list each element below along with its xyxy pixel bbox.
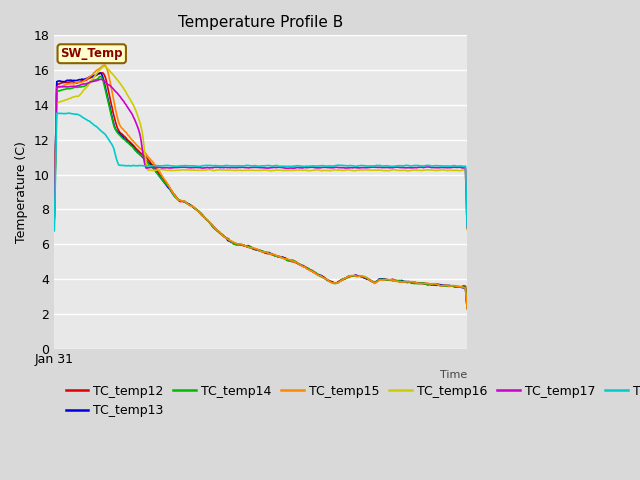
TC_temp18 bbox=[275, 163, 282, 169]
TC_temp18 bbox=[51, 228, 58, 234]
TC_temp13 bbox=[51, 213, 58, 218]
TC_temp15 bbox=[275, 253, 282, 259]
TC_temp18 bbox=[65, 110, 73, 116]
Title: Temperature Profile B: Temperature Profile B bbox=[178, 15, 343, 30]
TC_temp15 bbox=[100, 62, 108, 68]
TC_temp16 bbox=[100, 63, 108, 69]
TC_temp12 bbox=[51, 213, 58, 219]
TC_temp12 bbox=[275, 254, 282, 260]
TC_temp15 bbox=[247, 245, 255, 251]
TC_temp12 bbox=[454, 284, 462, 290]
Text: Time: Time bbox=[440, 371, 467, 381]
TC_temp18 bbox=[463, 224, 471, 229]
TC_temp16 bbox=[390, 167, 397, 172]
TC_temp16 bbox=[250, 168, 257, 173]
TC_temp17 bbox=[463, 225, 471, 230]
TC_temp18 bbox=[247, 163, 255, 168]
TC_temp15 bbox=[250, 245, 257, 251]
TC_temp12 bbox=[250, 246, 257, 252]
TC_temp16 bbox=[463, 227, 471, 232]
TC_temp13 bbox=[454, 284, 462, 289]
TC_temp17 bbox=[390, 165, 397, 170]
TC_temp14 bbox=[96, 73, 104, 79]
TC_temp13 bbox=[463, 306, 471, 312]
TC_temp17 bbox=[297, 165, 305, 170]
TC_temp18 bbox=[390, 164, 397, 169]
TC_temp18 bbox=[297, 163, 305, 169]
TC_temp15 bbox=[454, 284, 462, 289]
TC_temp15 bbox=[297, 263, 305, 268]
TC_temp13 bbox=[390, 277, 397, 283]
Line: TC_temp14: TC_temp14 bbox=[54, 76, 467, 308]
Line: TC_temp18: TC_temp18 bbox=[54, 113, 467, 231]
TC_temp16 bbox=[247, 168, 255, 173]
TC_temp17 bbox=[250, 165, 257, 170]
Text: SW_Temp: SW_Temp bbox=[61, 47, 123, 60]
Line: TC_temp13: TC_temp13 bbox=[54, 73, 467, 309]
Y-axis label: Temperature (C): Temperature (C) bbox=[15, 141, 28, 243]
Line: TC_temp17: TC_temp17 bbox=[54, 79, 467, 228]
Line: TC_temp16: TC_temp16 bbox=[54, 66, 467, 229]
TC_temp18 bbox=[250, 163, 257, 168]
TC_temp15 bbox=[51, 215, 58, 221]
Legend: TC_temp12, TC_temp13, TC_temp14, TC_temp15, TC_temp16, TC_temp17, TC_temp18: TC_temp12, TC_temp13, TC_temp14, TC_temp… bbox=[61, 380, 640, 422]
TC_temp16 bbox=[51, 223, 58, 229]
TC_temp13 bbox=[275, 253, 282, 259]
TC_temp12 bbox=[390, 277, 397, 283]
TC_temp13 bbox=[247, 245, 255, 251]
TC_temp13 bbox=[297, 262, 305, 268]
TC_temp13 bbox=[97, 70, 104, 76]
TC_temp14 bbox=[454, 284, 462, 289]
TC_temp12 bbox=[297, 263, 305, 268]
TC_temp17 bbox=[51, 215, 58, 221]
TC_temp17 bbox=[247, 165, 255, 170]
TC_temp16 bbox=[275, 167, 282, 173]
TC_temp18 bbox=[454, 163, 462, 169]
Line: TC_temp15: TC_temp15 bbox=[54, 65, 467, 308]
TC_temp12 bbox=[247, 244, 255, 250]
TC_temp17 bbox=[97, 76, 104, 82]
TC_temp14 bbox=[51, 216, 58, 222]
TC_temp12 bbox=[463, 304, 471, 310]
TC_temp14 bbox=[463, 305, 471, 311]
TC_temp14 bbox=[250, 246, 257, 252]
Line: TC_temp12: TC_temp12 bbox=[54, 73, 467, 307]
TC_temp16 bbox=[297, 168, 305, 173]
TC_temp17 bbox=[454, 164, 462, 170]
TC_temp13 bbox=[250, 246, 257, 252]
TC_temp14 bbox=[297, 262, 305, 268]
TC_temp12 bbox=[99, 70, 106, 76]
TC_temp14 bbox=[275, 253, 282, 259]
TC_temp15 bbox=[390, 277, 397, 283]
TC_temp14 bbox=[247, 245, 255, 251]
TC_temp14 bbox=[390, 277, 397, 283]
TC_temp15 bbox=[463, 305, 471, 311]
TC_temp16 bbox=[454, 168, 462, 173]
TC_temp17 bbox=[275, 165, 282, 170]
